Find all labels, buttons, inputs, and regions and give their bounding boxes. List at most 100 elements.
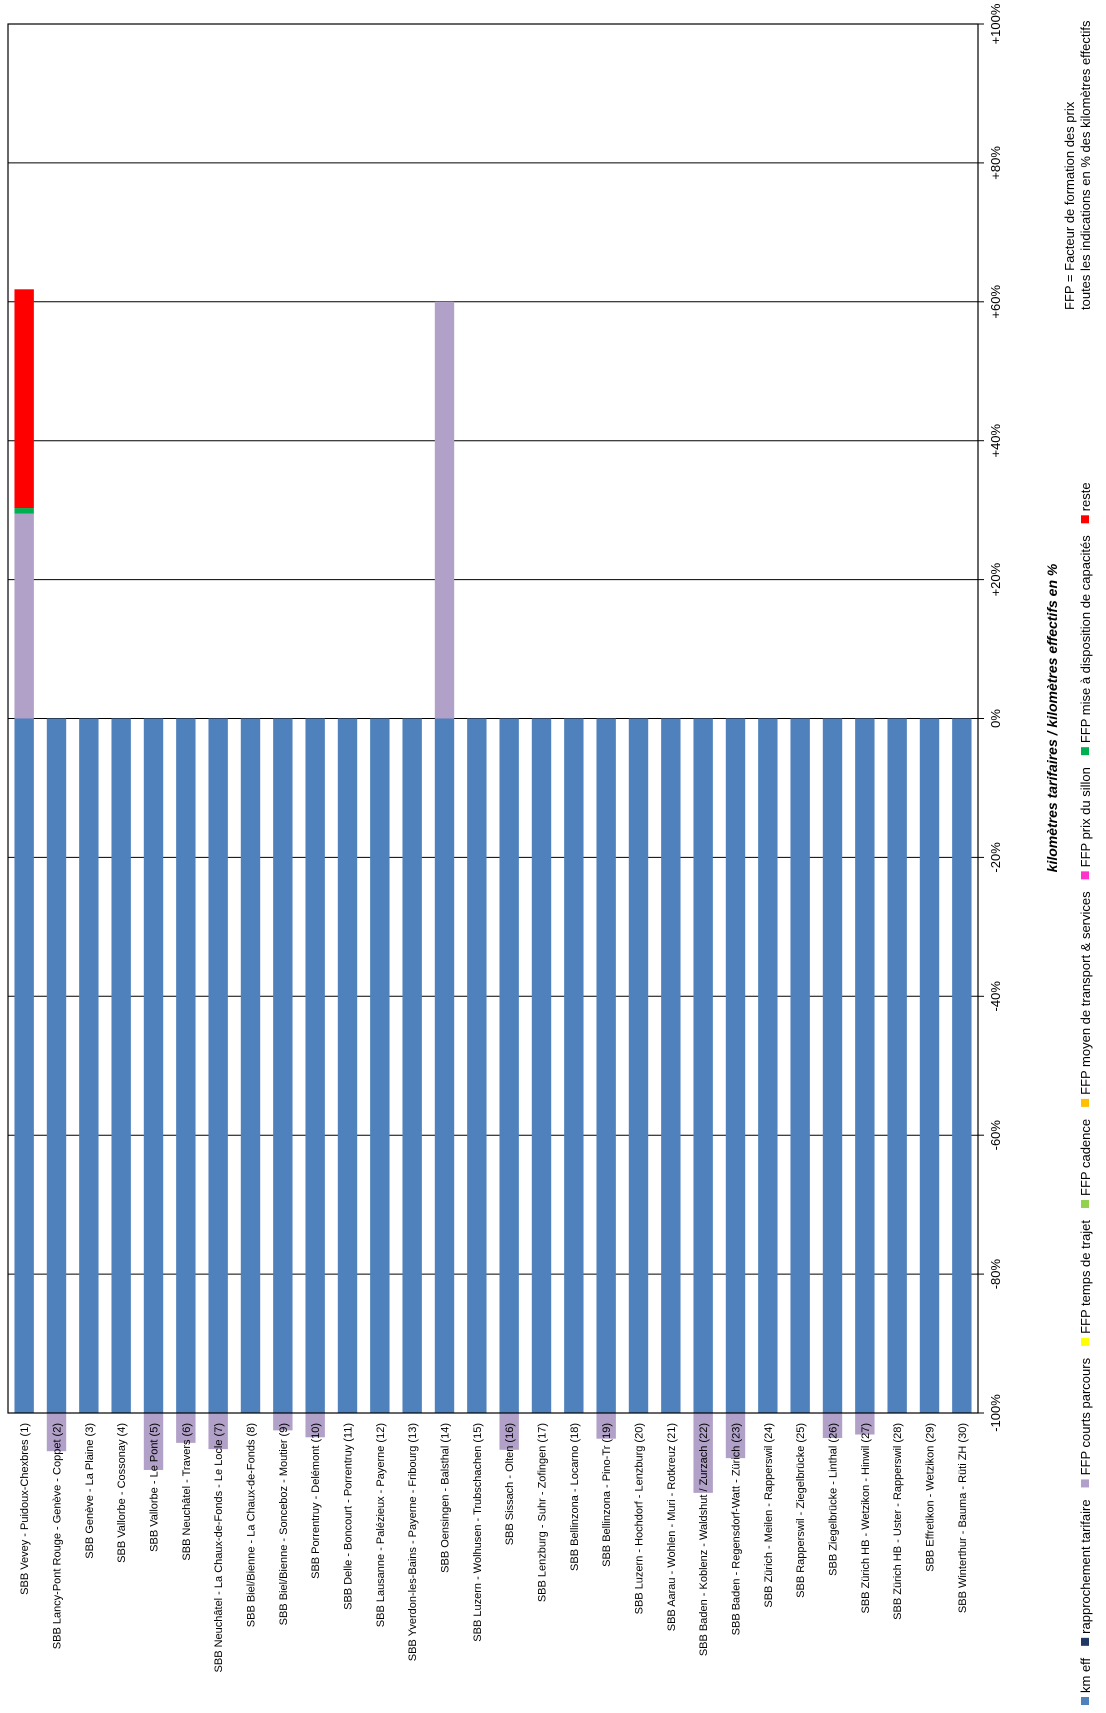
bar-segment-0-25 [822,718,843,1413]
legend-entry-0: km eff [1078,1657,1093,1693]
legend-swatch-4 [1081,1199,1089,1208]
category-label: SBB Effretikon - Wetzikon (29) [925,1423,937,1572]
tick-label: 0% [988,709,1003,728]
bar-segment-0-9 [305,718,325,1413]
notes: FFP = Facteur de formation des prix toute… [1062,20,1093,310]
bar-segment-2-15 [499,1413,519,1450]
legend-swatch-6 [1081,871,1089,880]
category-label: SBB Vevey - Puidoux-Chexbres (1) [19,1423,31,1595]
value-tick-labels: -100% -80% -60% -40% -20% 0% +20% +40% +60% +80% +… [988,3,1003,1432]
tick-label: +20% [988,562,1003,596]
category-label: SBB Lausanne - Palézieux - Payerne (12) [375,1423,387,1627]
tick-label: +80% [988,146,1003,180]
legend-entry-7: FFP mise à disposition de capacités [1078,535,1093,743]
category-label: SBB Ziegelbrücke - Linthal (26) [828,1423,840,1576]
bar-segment-2-21 [693,1413,713,1493]
tick-label: +40% [988,423,1003,457]
bar-segment-0-18 [596,718,616,1413]
bar-segment-0-0 [14,718,34,1413]
axis-title: kilomètres tarifaires / kilomètres effec… [1044,563,1060,872]
bar-segment-2-8 [273,1413,293,1431]
bar-segment-0-24 [790,718,810,1413]
category-label: SBB Zürich HB - Uster - Rapperswil (28) [892,1423,904,1620]
bar-segment-2-25 [822,1413,843,1439]
category-label: SBB Yverdon-les-Bains - Payerne - Fribou… [407,1423,419,1661]
bar-segment-0-12 [402,718,422,1413]
legend-entry-3: FFP temps de trajet [1078,1220,1093,1334]
category-label: SBB Lancy-Pont Rouge - Genève - Coppet (… [52,1423,64,1649]
category-label: SBB Neuchâtel - Travers (6) [181,1423,193,1561]
tick-label: -100% [988,1394,1003,1432]
category-label: SBB Vallorbe - Cossonay (4) [116,1423,128,1563]
bar-segment-2-13 [434,301,455,719]
bar-segment-0-10 [337,718,358,1413]
bar-segment-2-1 [46,1413,67,1452]
bar-segment-0-4 [143,718,164,1413]
bar-segment-2-9 [305,1413,325,1438]
category-label: SBB Bellinzona - Locarno (18) [569,1423,581,1571]
legend-swatch-0 [1081,1697,1089,1705]
category-label: SBB Zürich - Meilen - Rapperswil (24) [763,1423,775,1608]
category-label: SBB Neuchâtel - La Chaux-de-Fonds - Le L… [213,1423,225,1672]
bar-segment-2-22 [725,1413,746,1459]
category-label: SBB Lenzburg - Suhr - Zofingen (17) [537,1423,549,1602]
note-line-0: FFP = Facteur de formation des prix [1062,101,1077,310]
note-line-1: toutes les indications en % des kilomètr… [1078,20,1093,310]
legend-row: km eff rapprochement tarifaire FFP courts … [1078,482,1093,1705]
category-label: SBB Baden - Koblenz - Waldshut / Zurzach… [698,1423,710,1656]
category-labels: SBB Vevey - Puidoux-Chexbres (1) SBB Lanc… [19,1423,969,1672]
category-label: SBB Sissach - Olten (16) [504,1423,516,1545]
bar-segment-0-20 [661,718,681,1413]
bar-segment-0-23 [758,718,778,1413]
legend-swatch-2 [1081,1479,1089,1488]
bar-segment-0-22 [725,718,746,1413]
tick-label: -80% [988,1258,1003,1289]
bar-segment-0-28 [919,718,940,1413]
category-label: SBB Delle - Boncourt - Porrentruy (11) [343,1423,355,1610]
category-label: SBB Oensingen - Balsthal (14) [440,1423,452,1573]
category-label: SBB Genève - La Plaine (3) [84,1423,96,1559]
legend-swatch-8 [1081,515,1089,524]
bar-segment-8-0 [14,289,34,509]
bar-segment-0-1 [46,718,67,1413]
bar-segment-0-3 [111,718,131,1413]
bar-segment-0-7 [240,718,261,1413]
bar-segment-2-0 [14,513,34,719]
legend-swatch-1 [1081,1637,1089,1646]
bar-segment-0-6 [208,718,228,1413]
bar-segment-0-15 [499,718,519,1413]
bar-segment-0-13 [434,718,455,1413]
bar-segment-2-18 [596,1413,616,1439]
plot-frame [7,23,979,1414]
category-label: SBB Luzern - Hochdorf - Lenzburg (20) [634,1423,646,1614]
bar-segment-0-14 [467,718,487,1413]
bar-segment-2-26 [855,1413,875,1435]
bar-segment-7-0 [14,508,34,514]
legend-swatch-3 [1081,1337,1089,1346]
bar-segment-0-17 [564,718,584,1413]
grid [8,23,984,1414]
legend-entry-8: reste [1078,482,1093,511]
legend-entry-1: rapprochement tarifaire [1078,1499,1093,1633]
category-label: SBB Rapperswil - Ziegelbrücke (25) [795,1423,807,1598]
legend-entry-5: FFP moyen de transport & services [1078,891,1093,1095]
bar-segment-0-27 [887,718,907,1413]
bar-segment-2-4 [143,1413,164,1470]
bar-segment-0-2 [79,718,99,1413]
bar-segment-0-19 [628,718,649,1413]
category-label: SBB Porrentruy - Delémont (10) [310,1423,322,1579]
category-label: SBB Winterthur - Bauma - Rüti ZH (30) [957,1423,969,1613]
legend-entry-6: FFP prix du sillon [1078,767,1093,867]
category-label: SBB Biel/Bienne - La Chaux-de-Fonds (8) [246,1423,258,1627]
bar-segment-0-16 [531,718,552,1413]
category-label: SBB Luzern - Wolhusen - Trubschachen (15… [472,1423,484,1642]
bar-segment-0-26 [855,718,875,1413]
category-label: SBB Baden - Regensdorf-Watt - Zürich (23… [731,1423,743,1635]
bar-segment-2-5 [176,1413,196,1443]
bar-segment-2-6 [208,1413,228,1450]
legend-entry-2: FFP courts parcours [1078,1357,1093,1475]
category-label: SBB Vallorbe - Le Pont (5) [149,1423,161,1552]
legend-swatch-5 [1081,1098,1089,1107]
legend-entry-4: FFP cadence [1078,1119,1093,1196]
